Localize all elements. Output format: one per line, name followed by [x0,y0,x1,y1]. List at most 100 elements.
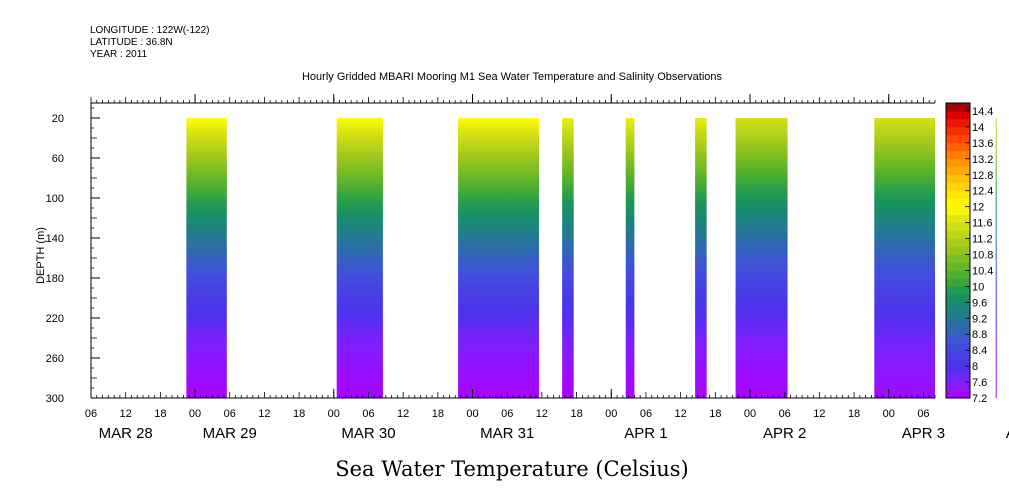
plot-area [186,118,997,398]
data-segment [458,118,540,398]
x-tick-label: 18 [709,408,721,420]
colorbar-frame [945,102,971,399]
colorbar-swatch [946,198,970,207]
colorbar-swatch [946,222,970,231]
chart-title: Hourly Gridded MBARI Mooring M1 Sea Wate… [302,71,723,83]
x-tick-label: 06 [640,408,652,420]
x-tick-label: 18 [154,408,166,420]
y-tick-label: 100 [46,193,64,205]
colorbar-tick-label: 7.2 [972,393,987,405]
colorbar-swatch [946,110,970,120]
colorbar-tick-label: 13.2 [972,154,993,166]
colorbar-swatch [946,366,970,375]
colorbar-swatch [946,334,970,343]
date-label: APR 3 [902,425,945,442]
colorbar-swatch [946,182,970,192]
colorbar-swatch [946,174,970,184]
y-tick-label: 20 [52,113,64,125]
colorbar-swatch [946,126,970,136]
x-tick-label: 12 [675,408,687,420]
data-segment [735,118,788,398]
date-label: APR 2 [763,425,806,442]
colorbar-tick-label: 9.6 [972,297,987,309]
data-segment [562,118,574,398]
colorbar-swatch [946,103,970,112]
colorbar-swatch [946,358,970,367]
colorbar-swatch [946,350,970,359]
colorbar-tick-label: 14.4 [972,106,993,118]
colorbar-swatch [946,190,970,199]
x-tick-label: 06 [917,408,929,420]
colorbar-tick-label: 9.2 [972,313,987,325]
data-segment [186,118,227,398]
colorbar-tick-label: 12.4 [972,186,993,198]
x-tick-label: 06 [362,408,374,420]
colorbar-swatch [946,390,970,399]
x-tick-label: 12 [536,408,548,420]
colorbar-swatch [946,318,970,327]
colorbar-swatch [946,382,970,391]
colorbar-swatch [946,286,970,295]
colorbar-swatch [946,278,970,287]
x-tick-label: 12 [397,408,409,420]
colorbar-swatch [946,374,970,383]
colorbar-swatch [946,158,970,168]
date-label: APR 1 [624,425,667,442]
x-tick-label: 12 [120,408,132,420]
colorbar-tick-label: 7.6 [972,377,987,389]
colorbar-swatch [946,142,970,152]
colorbar-swatch [946,206,970,215]
data-segment [336,118,383,398]
data-segment [995,118,997,398]
y-axis-label: DEPTH (m) [35,227,47,284]
colorbar-swatch [946,246,970,255]
colorbar-title: Sea Water Temperature (Celsius) [335,457,689,481]
x-tick-label: 00 [883,408,895,420]
x-tick-label: 18 [570,408,582,420]
x-tick-label: 06 [85,408,97,420]
x-tick-label: 06 [779,408,791,420]
date-label: APR 4 [1006,425,1009,442]
colorbar-swatch [946,310,970,319]
colorbar-tick-label: 8.4 [972,345,987,357]
colorbar-swatch [946,230,970,239]
year-label: YEAR : 2011 [90,49,148,60]
colorbar-tick-label: 14 [972,122,984,134]
x-tick-label: 00 [189,408,201,420]
x-tick-label: 12 [258,408,270,420]
x-tick-label: 06 [501,408,513,420]
x-tick-label: 00 [744,408,756,420]
colorbar-tick-label: 13.6 [972,138,993,150]
y-tick-label: 60 [52,153,64,165]
data-segment [695,118,707,398]
colorbar-swatch [946,254,970,263]
colorbar-swatch [946,262,970,271]
colorbar-tick-label: 10.8 [972,249,993,261]
y-tick-label: 220 [46,313,64,325]
data-segment [625,118,635,398]
y-tick-label: 300 [46,393,64,405]
colorbar-tick-label: 11.6 [972,218,993,230]
colorbar-swatch [946,134,970,144]
y-tick-label: 180 [46,273,64,285]
colorbar-swatch [946,302,970,311]
colorbar-swatch [946,270,970,279]
x-tick-label: 12 [813,408,825,420]
axes: 06 12 18 00 06 12 18 00 06 12 18 00 06 12 18 00 06 12 18 0 0… [46,94,1009,442]
date-label: MAR 28 [99,425,153,442]
colorbar-swatch [946,150,970,160]
date-label: MAR 31 [480,425,534,442]
colorbar-swatch [946,214,970,223]
x-tick-label: 00 [466,408,478,420]
metadata-block: LONGITUDE : 122W(-122) LATITUDE : 36.8N … [90,25,209,61]
colorbar-tick-label: 10 [972,281,984,293]
latitude-label: LATITUDE : 36.8N [90,37,173,48]
x-tick-label: 06 [224,408,236,420]
colorbar-swatch [946,342,970,351]
colorbar-swatch [946,326,970,335]
x-tick-label: 18 [432,408,444,420]
colorbar-swatch [946,118,970,128]
y-tick-label: 140 [46,233,64,245]
x-tick-label: 00 [605,408,617,420]
